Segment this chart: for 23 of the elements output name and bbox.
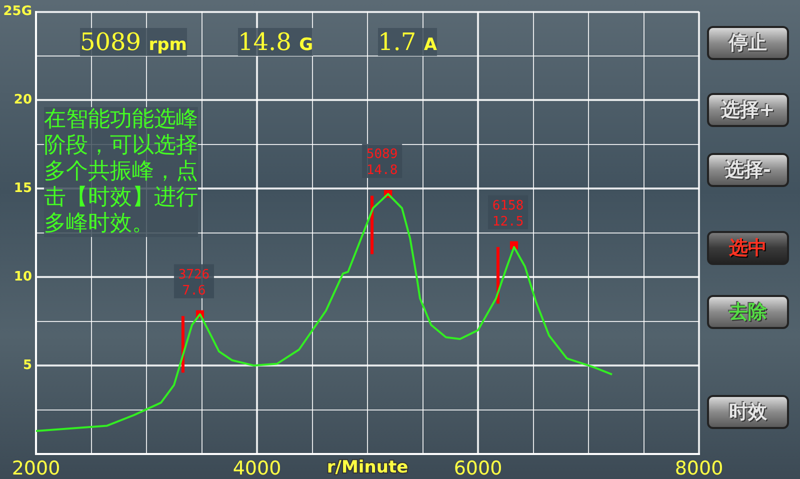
button[interactable]: 时效 (707, 395, 789, 429)
button[interactable]: 选择- (707, 153, 789, 187)
button[interactable]: 停止 (707, 26, 789, 60)
y-tick-label: 15 (14, 181, 32, 196)
button[interactable]: 去除 (707, 295, 789, 329)
button[interactable]: 选中 (707, 231, 789, 265)
y-tick-label: 10 (14, 269, 32, 284)
annotation: 5089 rpm (80, 28, 187, 56)
y-tick-label: 20 (14, 92, 32, 108)
annotation: 3726 7.6 (178, 267, 210, 298)
x-tick-label: 6000 (454, 457, 502, 479)
x-tick-label: 4000 (232, 457, 282, 479)
annotation: 6158 12.5 (492, 198, 524, 230)
x-tick-label: 2000 (12, 457, 60, 479)
annotation: 1.7 A (378, 28, 437, 56)
button[interactable]: 选择+ (707, 93, 789, 127)
x-axis-title: r/Minute (326, 457, 408, 478)
annotation: 5089 14.8 (366, 146, 398, 178)
annotation: 在智能功能选峰阶段，可以选择多个共振峰，点击【时效】进行多峰时效。 (44, 107, 198, 237)
y-tick-label: 25G (3, 4, 32, 20)
y-tick-label: 5 (22, 358, 32, 373)
annotation: 14.8 G (238, 28, 314, 56)
x-tick-label: 8000 (674, 457, 724, 479)
